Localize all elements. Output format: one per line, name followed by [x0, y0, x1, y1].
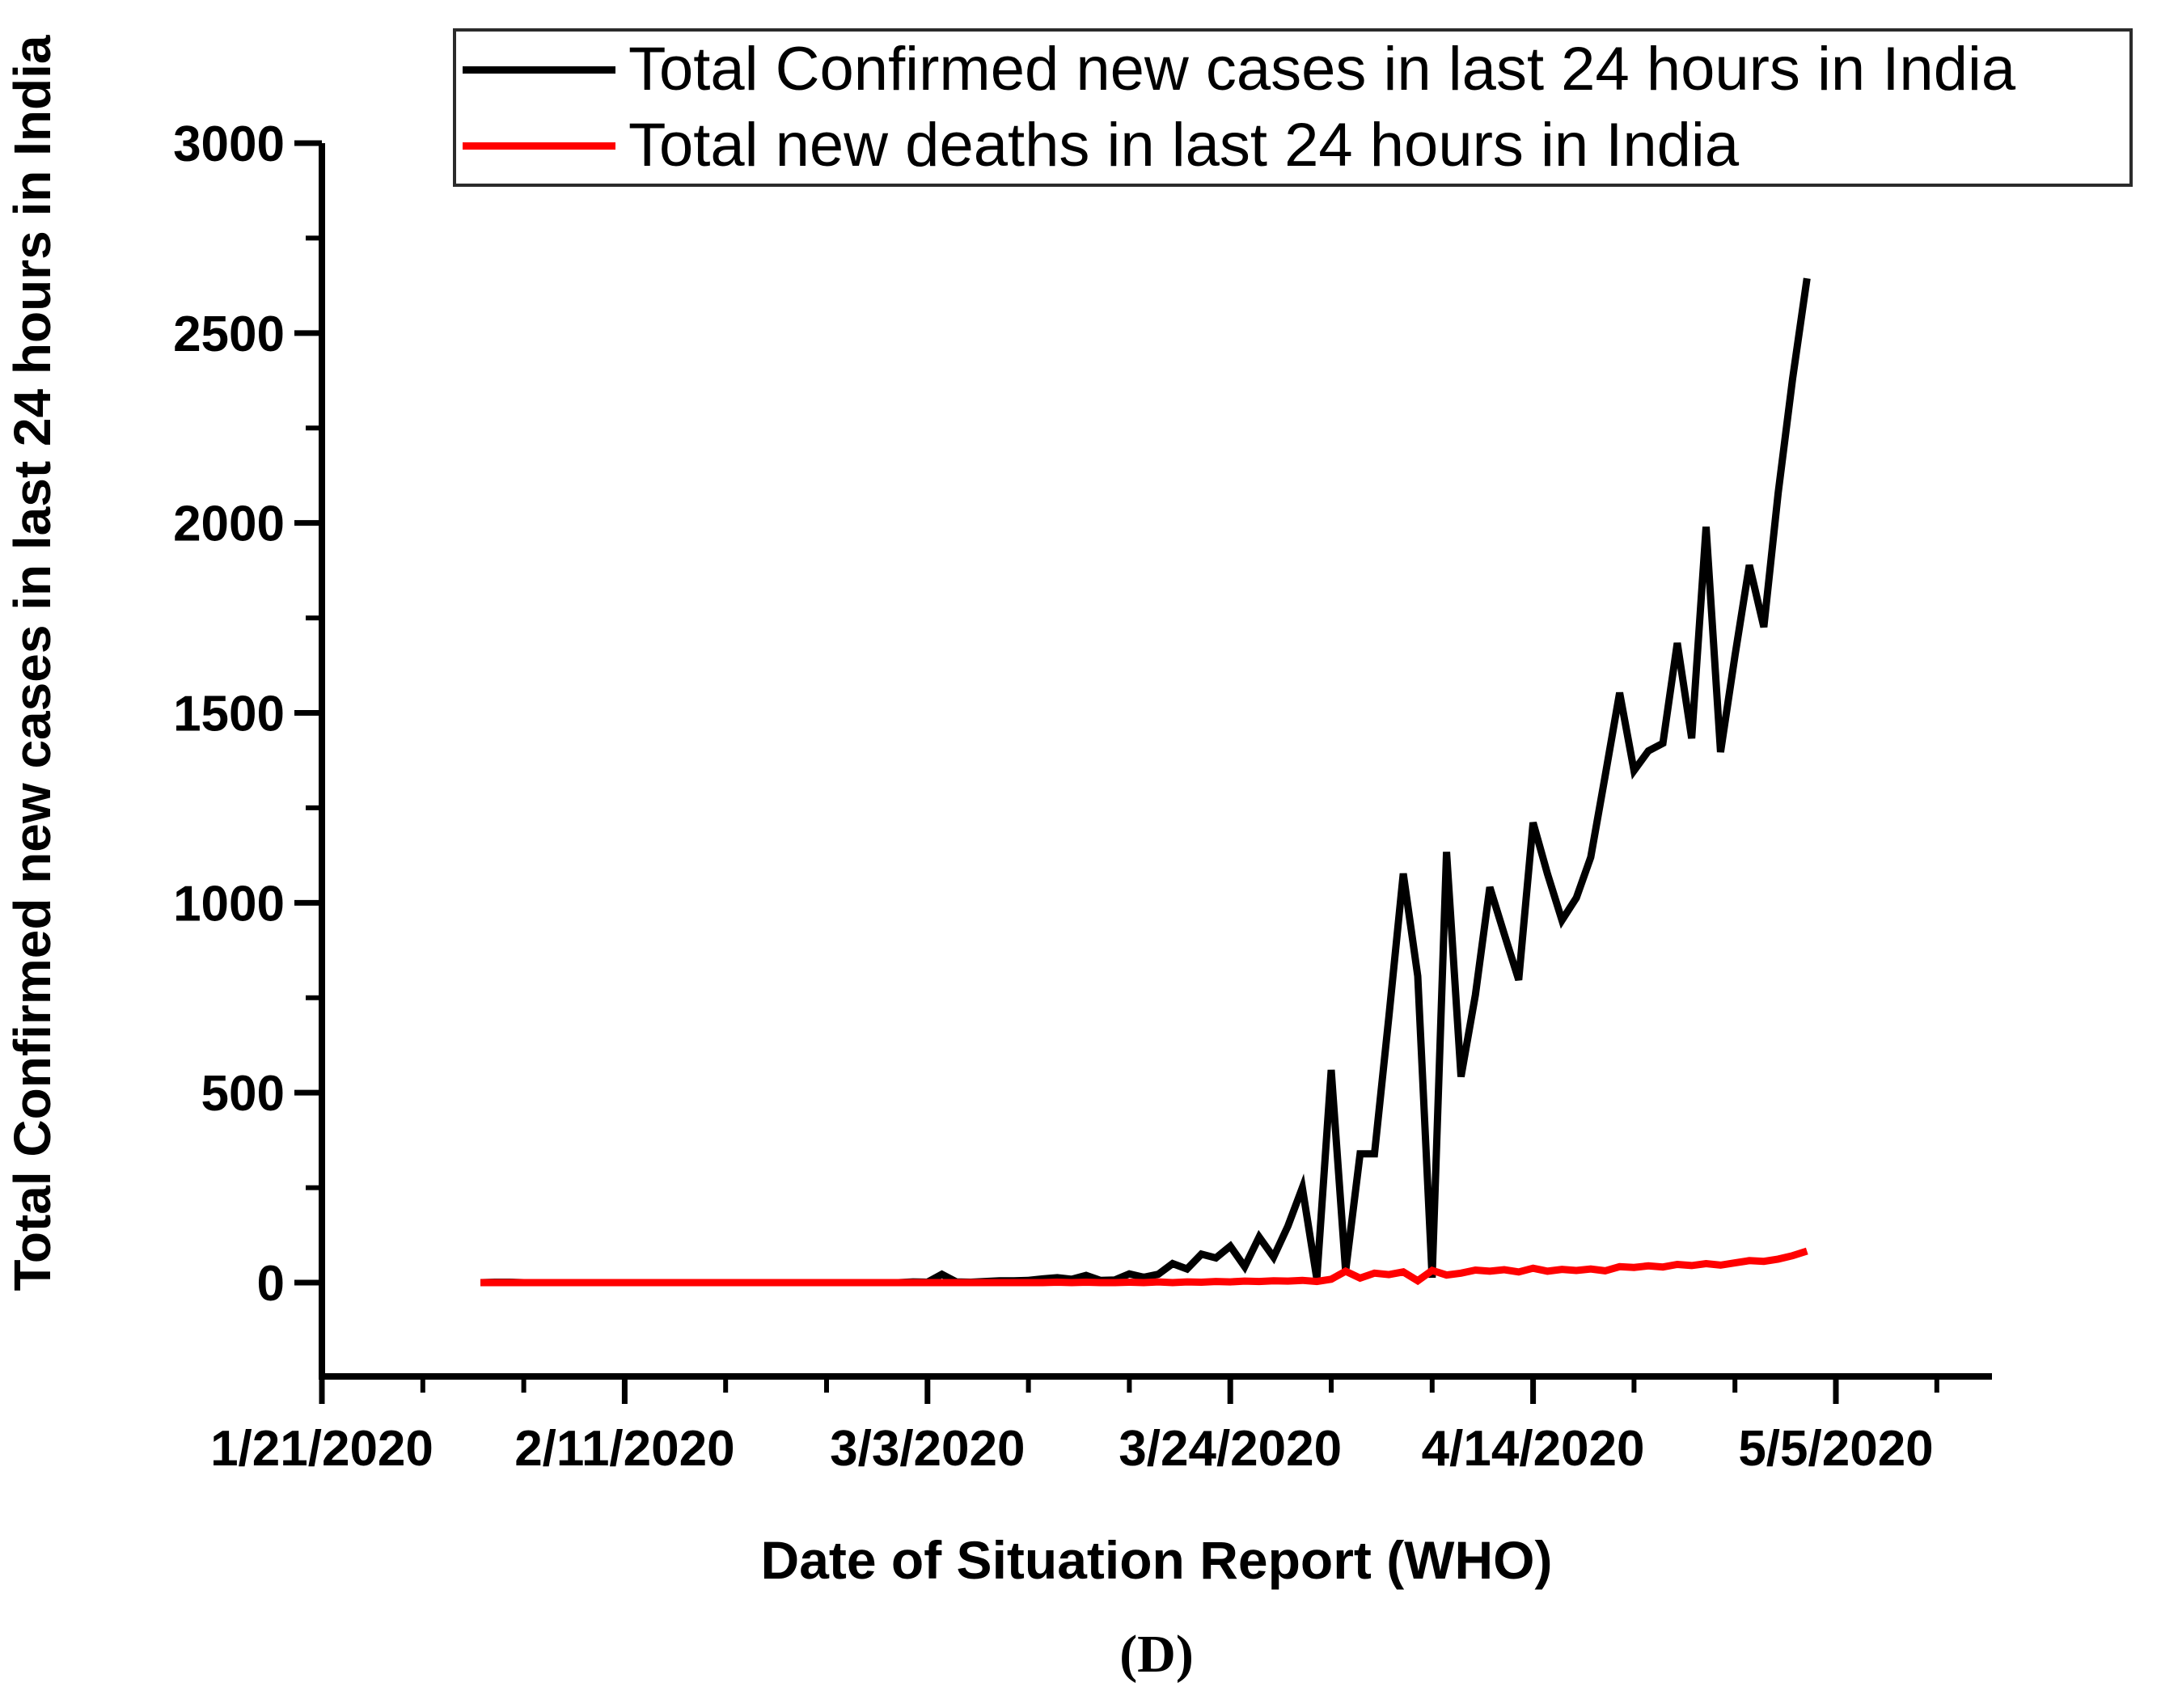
y-tick-label: 1500 — [173, 687, 285, 742]
legend-entry-cases: Total Confirmed new cases in last 24 hou… — [456, 32, 2129, 108]
y-tick-label: 2500 — [173, 307, 285, 362]
axes — [319, 143, 1992, 1380]
x-tick-label: 3/24/2020 — [1119, 1421, 1342, 1477]
y-tick-label: 0 — [257, 1256, 285, 1312]
cases-line-sample — [463, 66, 615, 74]
y-tick-label: 1000 — [173, 876, 285, 932]
axis-tick-labels: 0 500 1000 1500 2000 2500 3000 1/21/2020 2/11/20… — [173, 116, 1934, 1477]
deaths-line — [480, 1247, 1808, 1287]
series-lines — [480, 277, 1811, 1287]
x-tick-label: 1/21/2020 — [210, 1421, 433, 1477]
figure-caption: (D) — [1119, 1625, 1194, 1684]
x-tick-label: 3/3/2020 — [830, 1421, 1025, 1477]
deaths-line-sample — [463, 142, 615, 150]
x-axis-title: Date of Situation Report (WHO) — [761, 1530, 1553, 1590]
y-tick-label: 2000 — [173, 497, 285, 552]
cases-line — [480, 277, 1811, 1287]
legend-entry-deaths: Total new deaths in last 24 hours in Ind… — [456, 108, 2129, 184]
axis-ticks — [294, 140, 1939, 1404]
legend: Total Confirmed new cases in last 24 hou… — [453, 28, 2133, 187]
legend-label-deaths: Total new deaths in last 24 hours in Ind… — [628, 111, 1740, 180]
y-tick-label: 500 — [201, 1066, 285, 1122]
x-tick-label: 2/11/2020 — [514, 1421, 734, 1477]
x-tick-label: 4/14/2020 — [1422, 1421, 1645, 1477]
y-axis-title: Total Confirmed new cases in last 24 hou… — [3, 35, 61, 1291]
y-tick-label: 3000 — [173, 116, 285, 172]
x-tick-label: 5/5/2020 — [1738, 1421, 1933, 1477]
legend-label-cases: Total Confirmed new cases in last 24 hou… — [628, 35, 2016, 104]
